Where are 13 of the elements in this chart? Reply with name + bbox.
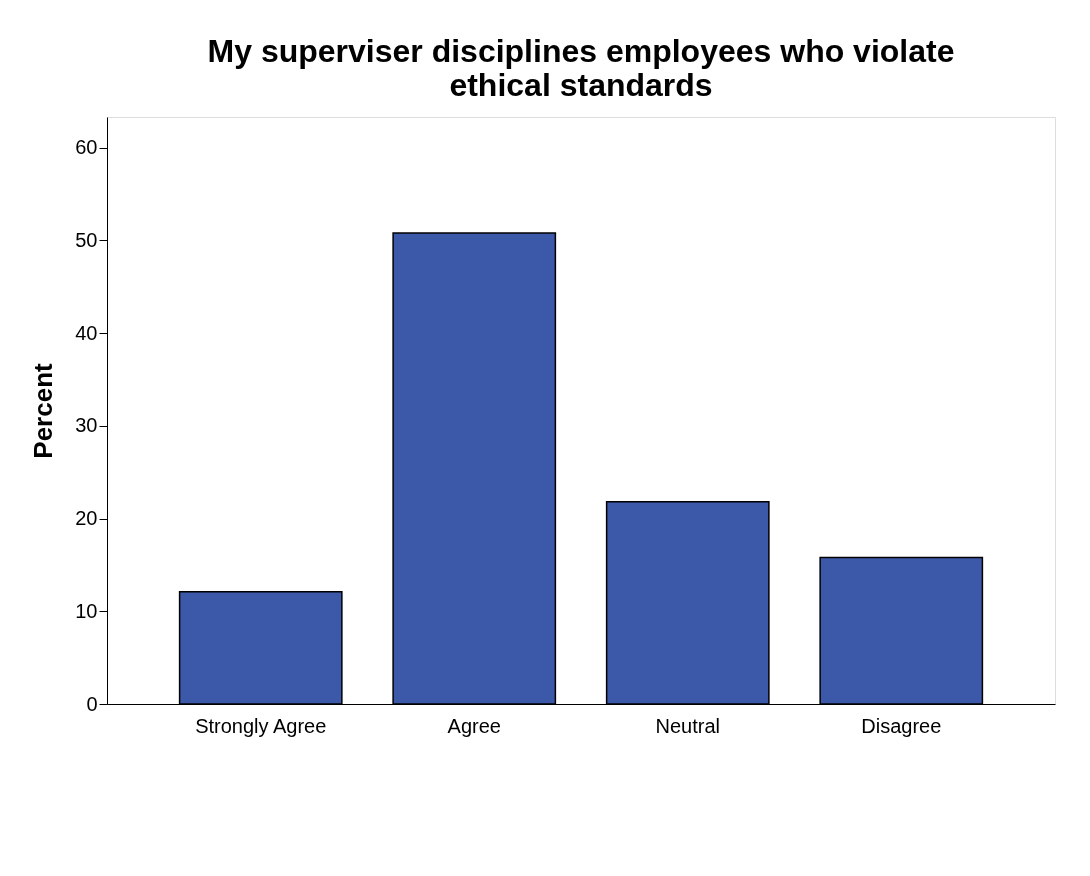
y-tick-label: 50 xyxy=(75,228,98,251)
y-tick-label: 40 xyxy=(75,321,98,344)
y-tick-label: 60 xyxy=(75,136,98,159)
x-tick-label: Disagree xyxy=(861,714,942,737)
y-tick-label: 30 xyxy=(75,414,98,437)
x-tick-label: Strongly Agree xyxy=(195,714,327,737)
x-tick-label: Neutral xyxy=(655,714,720,737)
y-tick-label: 10 xyxy=(75,599,98,622)
y-tick-label: 0 xyxy=(86,692,98,715)
x-tick-label: Agree xyxy=(447,714,501,737)
y-axis-title: Percent xyxy=(28,362,59,459)
y-tick-label: 20 xyxy=(75,507,98,530)
chart-title: My superviser disciplines employees who violate ethical standards xyxy=(207,33,955,103)
